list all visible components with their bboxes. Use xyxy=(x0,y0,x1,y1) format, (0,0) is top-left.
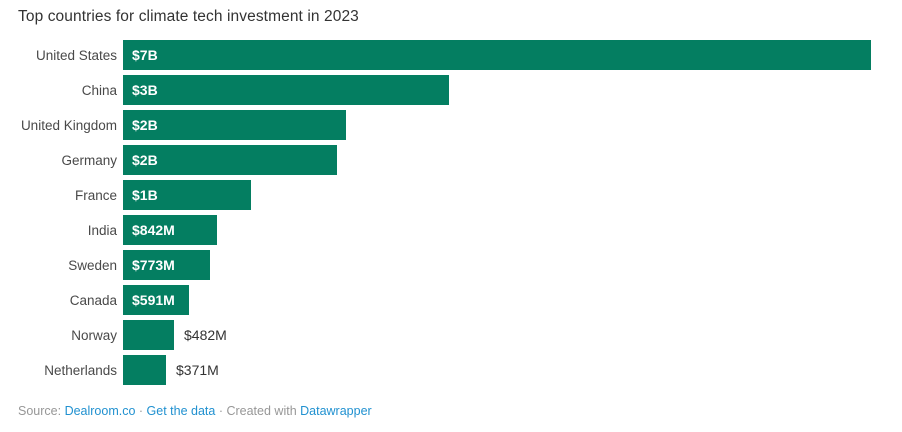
value-label: $842M xyxy=(132,222,175,238)
country-label: Norway xyxy=(71,327,117,343)
source-link[interactable]: Dealroom.co xyxy=(64,404,136,418)
value-label: $371M xyxy=(176,362,219,378)
datawrapper-link[interactable]: Datawrapper xyxy=(300,404,372,418)
country-label: United Kingdom xyxy=(20,117,117,133)
value-label: $2B xyxy=(132,117,158,133)
get-the-data-link[interactable]: Get the data xyxy=(146,404,216,418)
chart-title: Top countries for climate tech investmen… xyxy=(18,8,359,25)
bar: $3B xyxy=(123,75,449,105)
bar-row: China $3B xyxy=(0,75,902,105)
country-label: India xyxy=(87,222,117,238)
bar: $1B xyxy=(123,180,251,210)
bar xyxy=(123,320,174,350)
country-label: France xyxy=(74,187,117,203)
value-label: $482M xyxy=(184,327,227,343)
created-with-label: Created with xyxy=(226,404,301,418)
bar-row: Canada $591M xyxy=(0,285,902,315)
value-label: $591M xyxy=(132,292,175,308)
value-label: $1B xyxy=(132,187,158,203)
value-label: $3B xyxy=(132,82,158,98)
bar: $591M xyxy=(123,285,189,315)
bar-row: Germany $2B xyxy=(0,145,902,175)
value-label: $7B xyxy=(132,47,158,63)
source-prefix-label: Source: xyxy=(18,404,65,418)
country-label: Canada xyxy=(69,292,117,308)
country-label: United States xyxy=(35,47,117,63)
footer-separator: · xyxy=(215,404,227,418)
bar-row: Sweden $773M xyxy=(0,250,902,280)
country-label: Netherlands xyxy=(44,362,117,378)
bar-rows-container: United States $7B China $3B United Kingdom $2… xyxy=(0,40,902,390)
bar: $2B xyxy=(123,145,337,175)
bar: $842M xyxy=(123,215,217,245)
bar-row: Norway $482M xyxy=(0,320,902,350)
value-label: $2B xyxy=(132,152,158,168)
bar: $2B xyxy=(123,110,346,140)
bar-row: India $842M xyxy=(0,215,902,245)
bar-row: United States $7B xyxy=(0,40,902,70)
bar-row: France $1B xyxy=(0,180,902,210)
bar-row: Netherlands $371M xyxy=(0,355,902,385)
bar-row: United Kingdom $2B xyxy=(0,110,902,140)
bar: $773M xyxy=(123,250,210,280)
country-label: China xyxy=(81,82,117,98)
bar: $7B xyxy=(123,40,871,70)
country-label: Germany xyxy=(61,152,117,168)
footer-separator: · xyxy=(135,404,147,418)
value-label: $773M xyxy=(132,257,175,273)
bar xyxy=(123,355,166,385)
country-label: Sweden xyxy=(68,257,117,273)
chart-footer: Source: Dealroom.co · Get the data · Cre… xyxy=(18,404,372,418)
